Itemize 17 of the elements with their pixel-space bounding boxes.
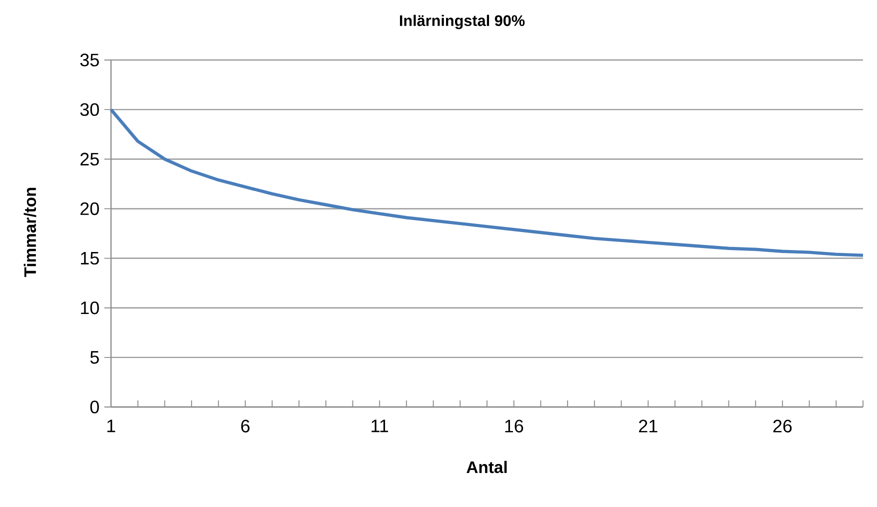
y-tick-label: 30 [80, 103, 99, 116]
y-tick-label: 35 [80, 54, 99, 66]
y-axis-title: Timmar/ton [24, 188, 36, 278]
y-tick-label: 25 [80, 152, 99, 166]
y-tick-label: 0 [90, 400, 99, 414]
y-tick-label: 20 [80, 202, 99, 216]
x-axis-title: Antal [466, 460, 507, 474]
x-tick-label: 21 [639, 420, 658, 432]
chart-title: Inlärningstal 90% [400, 14, 525, 30]
y-tick-label: 10 [80, 301, 99, 314]
x-tick-label: 6 [241, 420, 250, 432]
x-tick-label: 16 [505, 420, 524, 432]
x-tick-label: 11 [372, 420, 388, 432]
y-tick-label: 15 [80, 252, 99, 265]
x-tick-label: 26 [773, 420, 792, 432]
x-tick-label: 1 [107, 420, 116, 432]
y-tick-label: 5 [90, 351, 99, 364]
